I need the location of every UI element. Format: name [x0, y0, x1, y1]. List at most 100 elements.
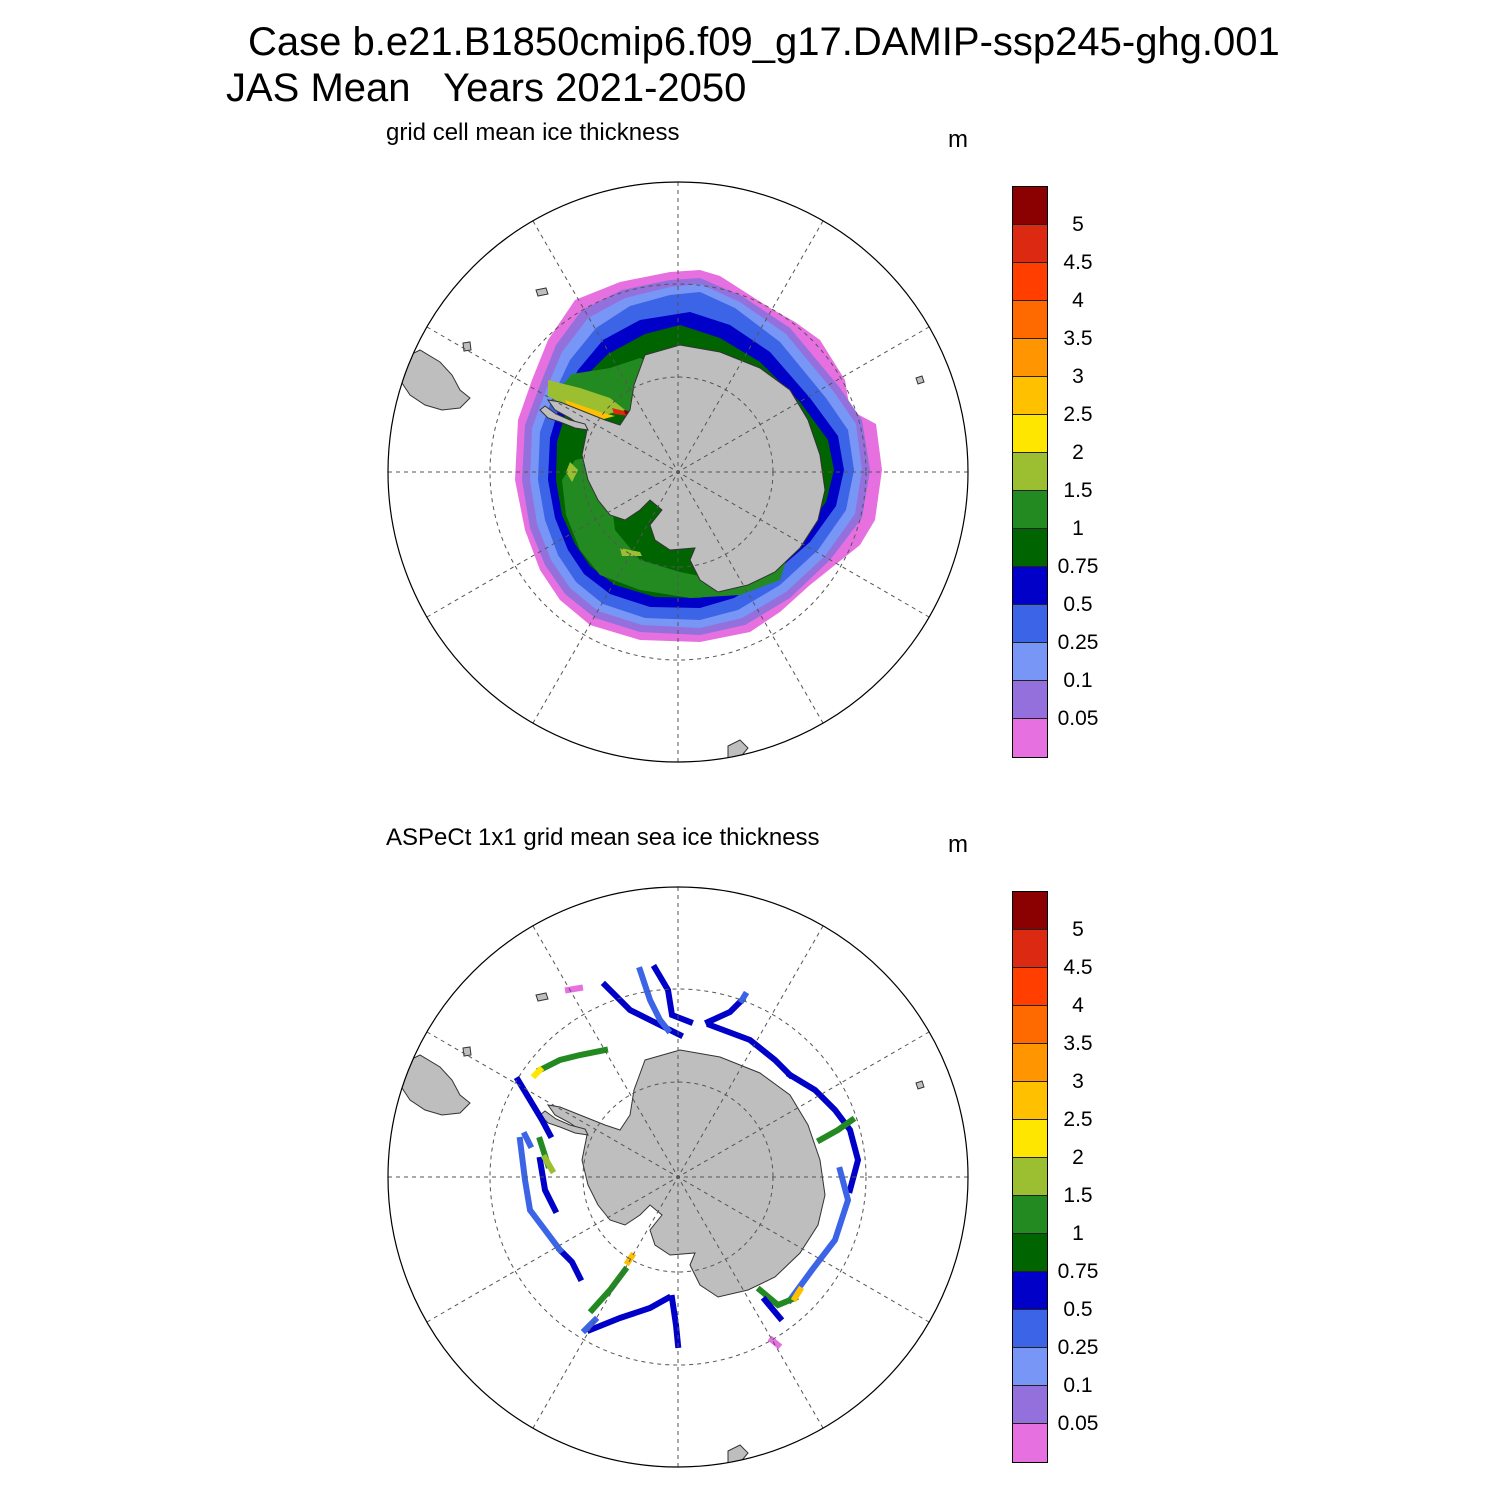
colorbar-swatch	[1013, 605, 1047, 643]
colorbar-swatch	[1013, 719, 1047, 757]
track-h	[785, 1070, 862, 1194]
antarctic-peninsula-2	[539, 1110, 589, 1136]
colorbar-swatch	[1013, 415, 1047, 453]
track-r	[587, 1265, 630, 1315]
colorbar-label: 1.5	[1063, 1184, 1093, 1207]
panel2-unit: m	[948, 831, 968, 858]
colorbar-label: 4.5	[1063, 251, 1093, 274]
antarctica-land-2	[546, 1049, 826, 1298]
track-v	[536, 1156, 560, 1215]
track-g	[706, 1021, 795, 1080]
colorbar-swatch	[1013, 930, 1047, 968]
colorbar-label: 1	[1072, 517, 1084, 540]
colorbar-label: 0.5	[1063, 1298, 1093, 1321]
track-b	[636, 966, 673, 1035]
track-l	[790, 1285, 805, 1303]
south-america-land	[399, 349, 471, 411]
colorbar-label: 0.75	[1057, 555, 1099, 578]
panel2-map	[388, 887, 968, 1467]
colorbar-swatch	[1013, 892, 1047, 930]
track-u	[516, 1136, 565, 1255]
colorbar-swatch	[1013, 187, 1047, 225]
colorbar-swatch	[1013, 453, 1047, 491]
colorbar-label: 0.05	[1057, 1412, 1099, 1435]
track-f	[737, 990, 750, 1005]
colorbar-label: 1	[1072, 1222, 1084, 1245]
colorbar-label: 0.5	[1063, 593, 1093, 616]
colorbar-label: 4.5	[1063, 956, 1093, 979]
island-new-zealand-2	[727, 1444, 749, 1467]
colorbar-label: 3	[1072, 365, 1084, 388]
colorbar-swatch	[1013, 225, 1047, 263]
antarctica-land	[546, 344, 826, 593]
track-ab	[520, 1130, 535, 1150]
colorbar-swatch	[1013, 1006, 1047, 1044]
colorbar-swatch	[1013, 1196, 1047, 1234]
colorbar-label: 0.25	[1057, 1336, 1099, 1359]
colorbar-label: 3	[1072, 1070, 1084, 1093]
colorbar-label: 0.1	[1063, 669, 1093, 692]
colorbar-label: 3.5	[1063, 1032, 1093, 1055]
panel2-graticule	[388, 887, 968, 1467]
colorbar-swatch	[1013, 968, 1047, 1006]
panel2-frame	[387, 886, 969, 1468]
track-c	[650, 963, 694, 1026]
ship-tracks	[513, 963, 862, 1350]
figure-title-period: JAS Mean Years 2021-2050	[226, 66, 747, 110]
ice-band-2.0	[548, 380, 642, 556]
ice-band-1.5	[560, 358, 790, 598]
colorbar-swatch	[1013, 1082, 1047, 1120]
colorbar-swatch	[1013, 491, 1047, 529]
panel1-unit: m	[948, 126, 968, 153]
track-p	[586, 1293, 673, 1334]
track-m	[760, 1295, 785, 1323]
south-america-land-2	[399, 1054, 471, 1116]
colorbar-label: 5	[1072, 918, 1084, 941]
colorbar-label: 0.75	[1057, 1260, 1099, 1283]
panel1-subtitle: grid cell mean ice thickness	[386, 119, 680, 146]
colorbar-label: 5	[1072, 213, 1084, 236]
colorbar-swatch	[1013, 339, 1047, 377]
antarctic-peninsula	[539, 405, 589, 431]
panel2-colorbar	[1012, 891, 1048, 1463]
colorbar-label: 1.5	[1063, 479, 1093, 502]
colorbar-swatch	[1013, 301, 1047, 339]
track-z	[535, 1046, 609, 1075]
colorbar-swatch	[1013, 681, 1047, 719]
ice-band-3.0	[565, 400, 615, 420]
track-j	[785, 1166, 852, 1305]
island-kerguelen	[915, 375, 925, 385]
colorbar-swatch	[1013, 567, 1047, 605]
island-kerguelen-2	[915, 1080, 925, 1090]
colorbar-label: 4	[1072, 994, 1084, 1017]
colorbar-label: 2.5	[1063, 403, 1093, 426]
colorbar-label: 0.05	[1057, 707, 1099, 730]
track-o	[668, 1294, 682, 1349]
panel2-subtitle: ASPeCt 1x1 grid mean sea ice thickness	[386, 824, 820, 851]
colorbar-swatch	[1013, 263, 1047, 301]
island-south-georgia	[535, 287, 549, 297]
colorbar-label: 2.5	[1063, 1108, 1093, 1131]
colorbar-label: 2	[1072, 1146, 1084, 1169]
colorbar-swatch	[1013, 1120, 1047, 1158]
colorbar-swatch	[1013, 1348, 1047, 1386]
island-falklands-2	[462, 1046, 472, 1057]
colorbar-label: 0.1	[1063, 1374, 1093, 1397]
track-t	[555, 1245, 585, 1283]
colorbar-swatch	[1013, 1310, 1047, 1348]
colorbar-swatch	[1013, 1234, 1047, 1272]
colorbar-swatch	[1013, 1044, 1047, 1082]
track-q	[580, 1315, 600, 1335]
figure-title-case: Case b.e21.B1850cmip6.f09_g17.DAMIP-ssp2…	[248, 20, 1280, 64]
track-i	[815, 1115, 857, 1145]
colorbar-swatch	[1013, 1424, 1047, 1462]
island-south-georgia-2	[535, 992, 549, 1002]
panel1-map	[388, 182, 968, 762]
track-aa	[530, 1065, 545, 1080]
colorbar-swatch	[1013, 1158, 1047, 1196]
panel1-frame	[387, 181, 969, 763]
track-k	[755, 1285, 799, 1309]
colorbar-swatch	[1013, 1386, 1047, 1424]
colorbar-swatch	[1013, 377, 1047, 415]
colorbar-label: 3.5	[1063, 327, 1093, 350]
